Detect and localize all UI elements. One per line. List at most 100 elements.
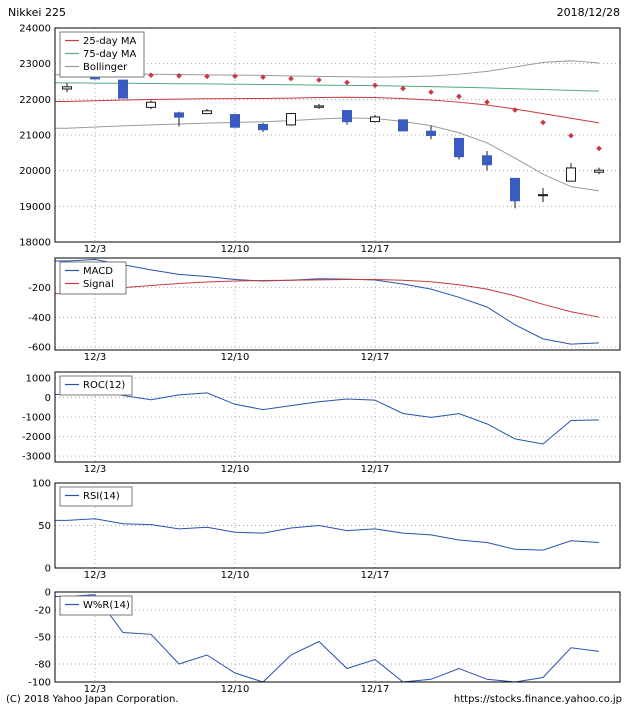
y-tick-label: -3000	[22, 452, 51, 463]
red-dots-marker	[568, 132, 574, 139]
chart-date: 2018/12/28	[556, 6, 620, 19]
legend-label: 25-day MA	[83, 36, 137, 47]
x-tick-label: 12/10	[221, 464, 250, 475]
red-dots-marker	[204, 73, 210, 80]
red-dots-marker	[288, 75, 294, 82]
panel-border	[54, 371, 621, 463]
x-tick-label: 12/17	[361, 684, 390, 695]
legend-box	[59, 486, 133, 507]
candle-body	[62, 86, 72, 90]
wpr14-line	[55, 594, 600, 683]
candle-body	[426, 130, 436, 136]
red-dots-marker	[456, 93, 462, 100]
x-tick-label: 12/10	[221, 352, 250, 363]
candle-body	[314, 105, 324, 108]
chart-title: Nikkei 225	[8, 6, 66, 19]
red-dots-marker	[512, 107, 518, 113]
panel-border	[54, 591, 621, 683]
legend-label: ROC(12)	[83, 380, 125, 391]
x-tick-label: 12/3	[84, 570, 106, 581]
y-tick-label: 19000	[19, 202, 51, 213]
candle-body	[230, 114, 240, 128]
x-tick-label: 12/3	[84, 464, 106, 475]
y-tick-label: -200	[28, 283, 51, 294]
y-tick-label: 23000	[19, 59, 51, 70]
y-tick-label: 100	[32, 479, 51, 490]
y-tick-label: 20000	[19, 166, 51, 177]
candle-body	[594, 169, 604, 173]
macd-line	[55, 258, 600, 345]
candle-body	[482, 155, 492, 166]
ma75-line	[55, 82, 600, 92]
legend-label: RSI(14)	[83, 491, 120, 502]
roc12-line	[55, 389, 600, 445]
red-dots-marker	[372, 82, 378, 89]
x-tick-label: 12/3	[84, 244, 106, 255]
x-tick-label: 12/17	[361, 570, 390, 581]
legend-label: Bollinger	[83, 62, 128, 73]
candle-body	[202, 110, 212, 115]
legend-label: Signal	[83, 279, 114, 290]
copyright-text: (C) 2018 Yahoo Japan Corporation.	[6, 694, 179, 705]
y-tick-label: -1000	[22, 413, 51, 424]
red-dots-marker	[316, 77, 322, 83]
red-dots-marker	[596, 145, 602, 152]
y-tick-label: 21000	[19, 131, 51, 142]
rsi14-line	[55, 518, 600, 551]
candle-body	[174, 112, 184, 118]
y-tick-label: 0	[45, 564, 51, 575]
legend-label: W%R(14)	[83, 600, 130, 611]
source-url: https://stocks.finance.yahoo.co.jp	[453, 694, 622, 705]
candle-body	[538, 194, 548, 197]
red-dots-marker	[260, 74, 266, 80]
legend-box	[59, 375, 133, 396]
x-tick-label: 12/17	[361, 244, 390, 255]
candle-body	[510, 177, 520, 202]
x-tick-label: 12/3	[84, 684, 106, 695]
legend-label: MACD	[83, 266, 113, 277]
candle-body	[370, 116, 380, 123]
bollinger-lower-line	[55, 117, 600, 192]
x-tick-label: 12/3	[84, 352, 106, 363]
red-dots-marker	[232, 73, 238, 79]
candle-body	[342, 110, 352, 123]
red-dots-marker	[428, 89, 434, 95]
legend-label: 75-day MA	[83, 49, 137, 60]
y-tick-label: -80	[35, 660, 51, 671]
y-tick-label: -2000	[22, 432, 51, 443]
red-dots-marker	[176, 72, 182, 79]
candle-body	[454, 137, 464, 158]
x-tick-label: 12/10	[221, 570, 250, 581]
y-tick-label: -100	[28, 678, 51, 689]
red-dots-marker	[148, 72, 154, 78]
panel-border	[54, 482, 621, 569]
x-tick-label: 12/10	[221, 244, 250, 255]
panel-border	[54, 257, 621, 351]
red-dots-marker	[540, 119, 546, 126]
candle-body	[118, 79, 128, 99]
red-dots-marker	[344, 79, 350, 86]
candle-body	[258, 123, 268, 131]
panel-border	[54, 27, 621, 243]
legend-box	[59, 595, 133, 616]
y-tick-label: 22000	[19, 95, 51, 106]
y-tick-label: 24000	[19, 24, 51, 35]
legend-box	[59, 31, 145, 78]
y-tick-label: 50	[38, 521, 51, 532]
y-tick-label: 1000	[26, 373, 51, 384]
x-tick-label: 12/10	[221, 684, 250, 695]
y-tick-label: 0	[45, 588, 51, 599]
ma25-line	[55, 96, 600, 124]
y-tick-label: -400	[28, 313, 51, 324]
y-tick-label: -600	[28, 343, 51, 354]
x-tick-label: 12/17	[361, 352, 390, 363]
x-tick-label: 12/17	[361, 464, 390, 475]
y-tick-label: 0	[45, 393, 51, 404]
red-dots-marker	[484, 99, 490, 105]
signal-line	[55, 279, 600, 318]
red-dots-marker	[400, 85, 406, 92]
candle-body	[566, 167, 576, 182]
y-tick-label: -50	[35, 633, 51, 644]
